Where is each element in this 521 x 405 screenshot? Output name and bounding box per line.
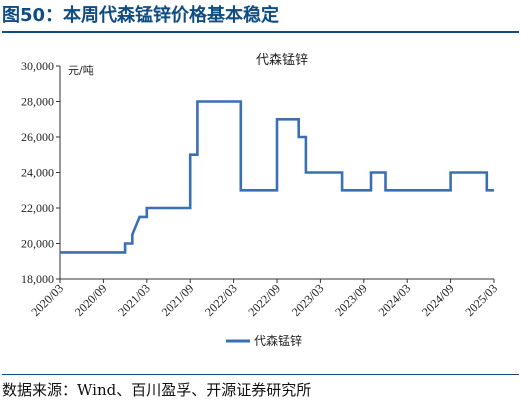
y-tick-label: 30,000 [21,59,54,73]
x-tick-label: 2020/03 [28,281,66,319]
x-tick-label: 2021/03 [115,281,153,319]
y-tick-label: 20,000 [21,237,54,251]
legend-label: 代森锰锌 [254,333,302,348]
series-line [60,100,494,254]
y-tick-label: 18,000 [21,272,54,286]
x-tick-label: 2020/09 [72,281,110,319]
x-tick-label: 2022/09 [245,281,283,319]
series-layer [60,100,494,254]
y-axis: 18,000 20,000 22,000 24,000 26,000 28,000 30,0… [21,59,61,286]
x-tick-label: 2024/03 [376,281,414,319]
source-rule [2,374,519,375]
legend: 代森锰锌 [226,333,302,348]
x-tick-label: 2023/09 [332,281,370,319]
x-tick-label: 2023/03 [289,281,327,319]
figure-title: 图50：本周代森锰锌价格基本稳定 [2,5,280,26]
x-tick-label: 2024/09 [419,281,457,319]
y-tick-label: 22,000 [21,201,54,215]
price-line-chart: 18,000 20,000 22,000 24,000 26,000 28,000 30,0… [21,53,500,348]
source-note: 数据来源：Wind、百川盈孚、开源证券研究所 [2,381,312,399]
y-tick-label: 26,000 [21,130,54,144]
title-rule [2,31,519,33]
chart-title: 代森锰锌 [256,53,308,68]
y-tick-label: 24,000 [21,166,54,180]
x-tick-label: 2021/09 [159,281,197,319]
x-axis: 2020/03 2020/09 2021/03 2021/09 2022/03 2022/… [28,278,500,319]
y-tick-label: 28,000 [21,95,54,109]
x-tick-label: 2025/03 [462,281,500,319]
x-tick-label: 2022/03 [202,281,240,319]
y-unit-label: 元/吨 [68,64,94,77]
